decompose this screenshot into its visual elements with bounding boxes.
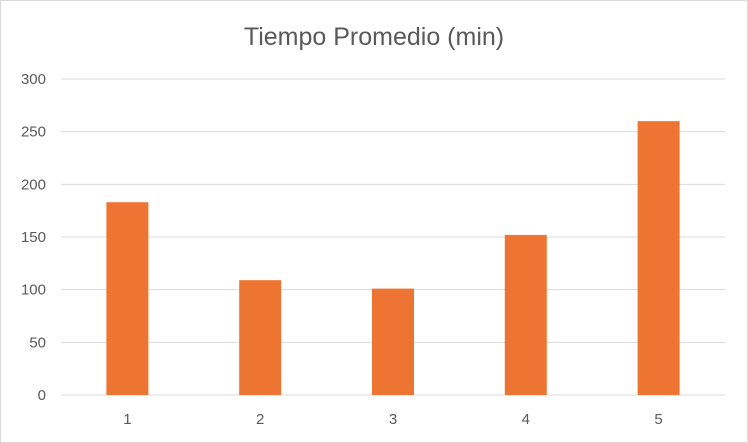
x-tick-label: 2 [256, 411, 264, 428]
y-tick-label: 150 [21, 229, 46, 246]
y-tick-label: 300 [21, 71, 46, 88]
bar-3 [372, 288, 414, 395]
x-tick-label: 4 [522, 411, 530, 428]
chart-title: Tiempo Promedio (min) [244, 23, 504, 51]
bar-1 [106, 202, 149, 395]
bar-4 [504, 234, 547, 395]
y-tick-label: 200 [21, 176, 46, 193]
x-tick-label: 5 [654, 411, 662, 428]
y-tick-label: 100 [21, 282, 46, 299]
y-tick-label: 50 [29, 334, 46, 351]
axis-labels: 0 50 100 150 200 250 300 1 2 3 4 5 [21, 71, 663, 428]
bar-2 [239, 280, 282, 395]
bar-5 [637, 121, 680, 395]
bars [106, 121, 680, 395]
x-tick-label: 1 [123, 411, 131, 428]
y-tick-label: 250 [21, 124, 46, 141]
x-tick-label: 3 [389, 411, 397, 428]
y-tick-label: 0 [38, 387, 46, 404]
